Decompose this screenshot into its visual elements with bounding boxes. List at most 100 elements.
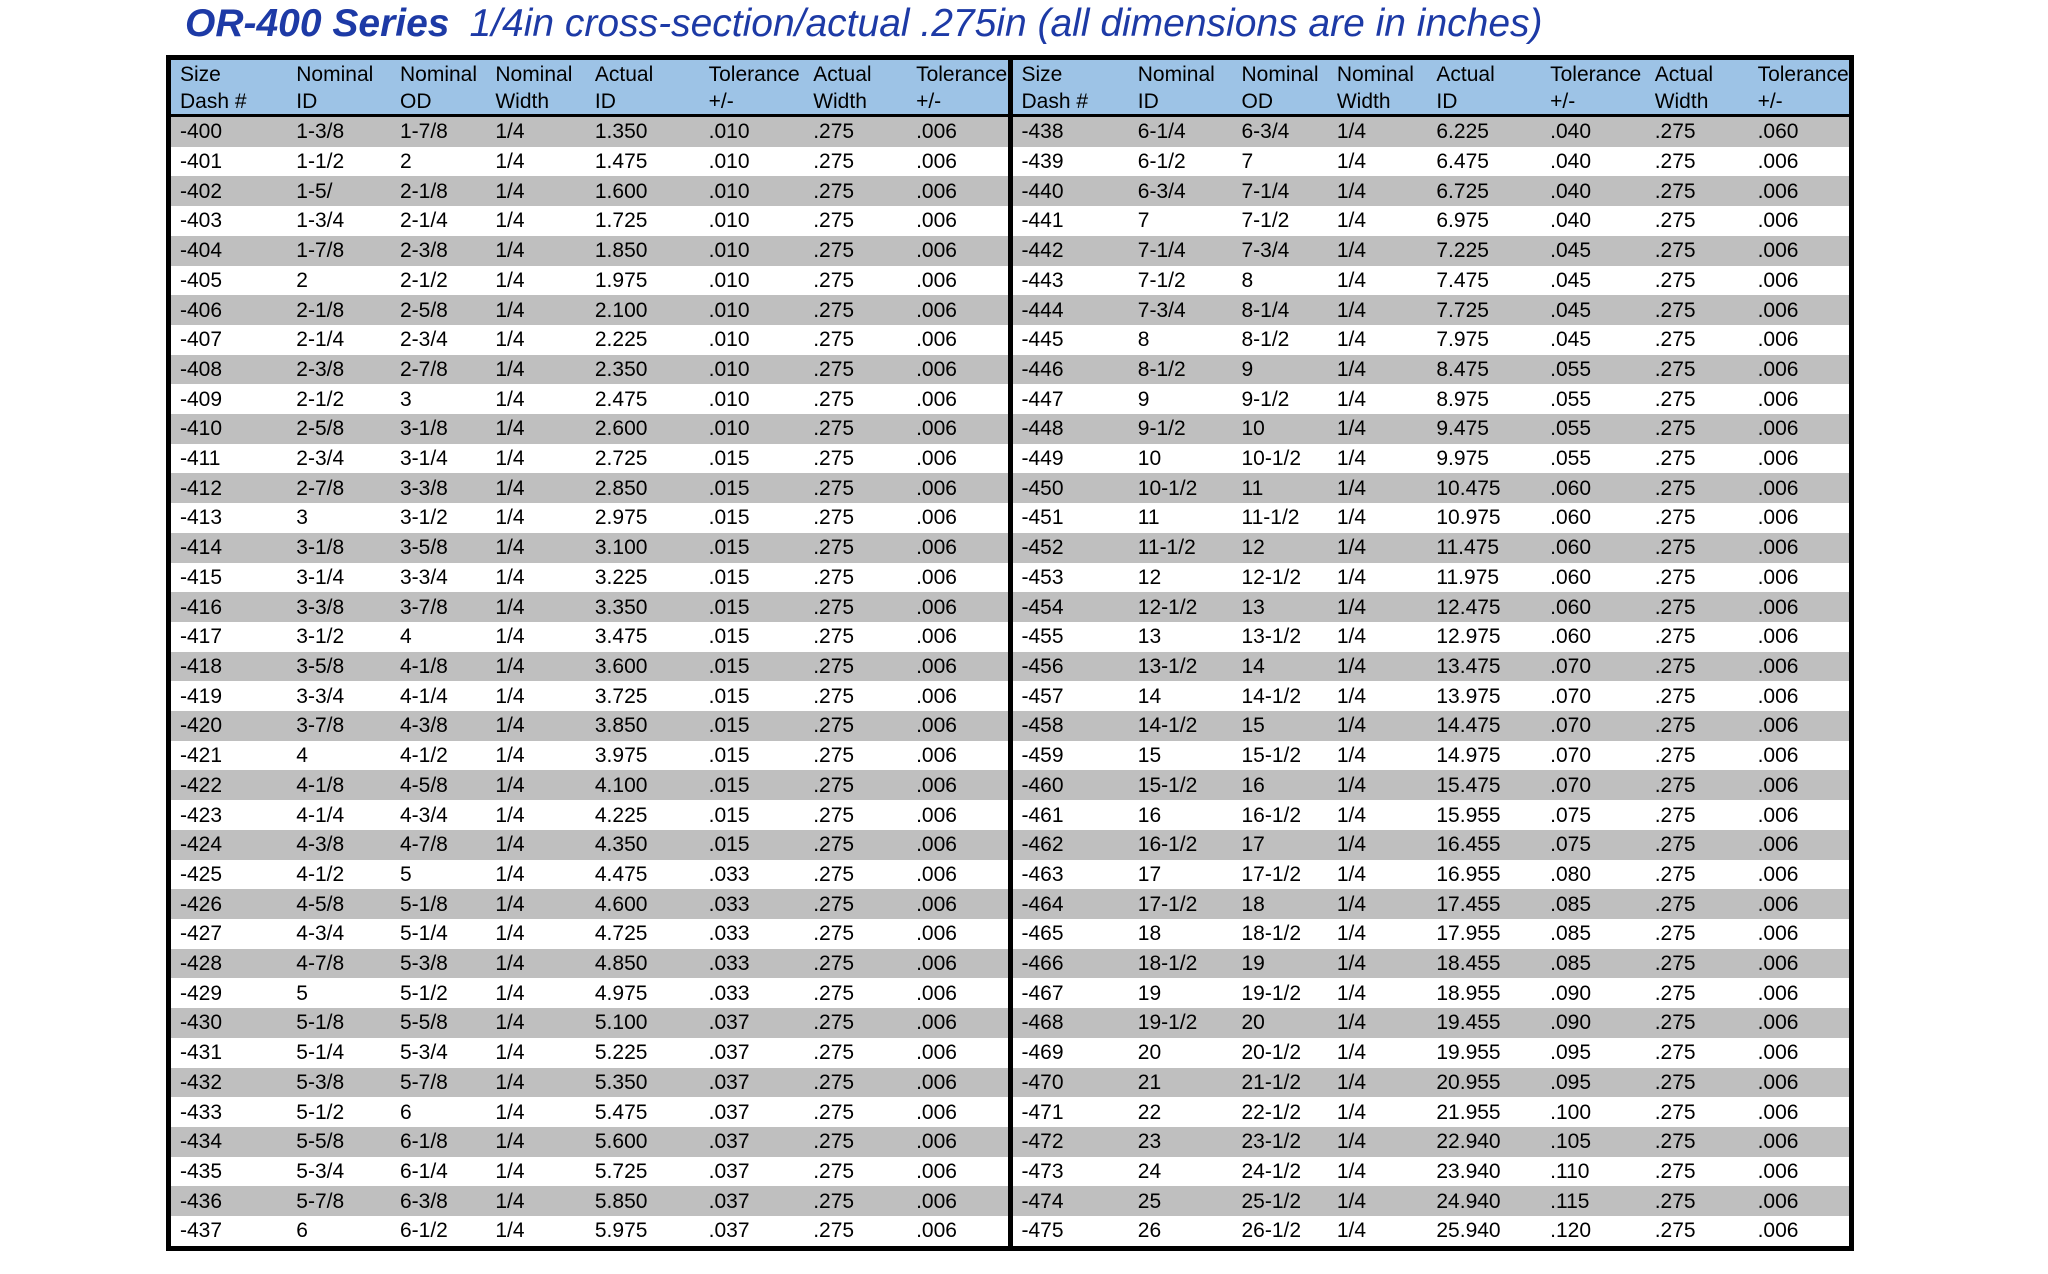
table-cell: 12	[1137, 565, 1162, 589]
table-cell: 5-1/2	[296, 1100, 345, 1124]
table-cell: 13	[1241, 595, 1265, 619]
table-cell: .006	[1757, 773, 1799, 797]
table-cell: 2.100	[594, 298, 648, 322]
table-cell: .275	[1654, 1011, 1696, 1035]
table-cell: 1.350	[594, 120, 648, 144]
table-cell: 16.455	[1436, 833, 1501, 857]
table-cell: .275	[813, 1041, 855, 1065]
table-row: -463 17 17-1/2 1/4 16.955 .080 .275 .006	[1012, 859, 1849, 890]
table-cell: -455	[1021, 625, 1064, 649]
table-cell: .006	[1757, 209, 1799, 233]
column-header: Actual ID	[594, 62, 654, 113]
table-cell: 13-1/2	[1137, 655, 1198, 678]
table-cell: .275	[813, 1130, 855, 1154]
table-cell: .120	[1550, 1219, 1591, 1243]
table-cell: .275	[1654, 1219, 1696, 1243]
table-cell: -400	[180, 120, 223, 144]
table-cell: 25.940	[1436, 1219, 1501, 1243]
table-row: -459 15 15-1/2 1/4 14.975 .070 .275 .006	[1012, 740, 1849, 771]
table-cell: .275	[813, 952, 855, 976]
table-cell: 1/4	[495, 1100, 525, 1124]
table-cell: .275	[1654, 952, 1696, 976]
table-cell: 19	[1137, 981, 1162, 1005]
table-cell: .006	[916, 952, 957, 976]
table-cell: 7-1/2	[1241, 209, 1290, 233]
table-cell: 3.975	[594, 744, 648, 768]
table-row: -473 24 24-1/2 1/4 23.940 .110 .275 .006	[1012, 1156, 1849, 1187]
table-cell: 4-3/8	[399, 714, 448, 738]
table-cell: .275	[1654, 744, 1696, 768]
table-row: -422 4-1/8 4-5/8 1/4 4.100 .015 .275 .006	[171, 770, 1008, 801]
table-cell: .275	[1654, 1189, 1696, 1213]
table-cell: 9.975	[1436, 447, 1489, 471]
table-cell: .275	[1654, 595, 1696, 619]
table-cell: .275	[813, 357, 855, 381]
table-cell: 4.975	[594, 981, 648, 1005]
table-cell: 1/4	[1336, 387, 1367, 411]
table-row: -439 6-1/2 7 1/4 6.475 .040 .275 .006	[1012, 146, 1849, 177]
table-cell: .015	[708, 684, 750, 708]
table-cell: 21	[1137, 1070, 1162, 1094]
table-cell: .275	[813, 328, 855, 352]
table-cell: .006	[916, 357, 957, 381]
table-cell: 7-1/2	[1137, 268, 1186, 292]
table-cell: -421	[180, 744, 223, 768]
table-cell: .010	[708, 328, 750, 352]
table-row: -411 2-3/4 3-1/4 1/4 2.725 .015 .275 .006	[171, 443, 1008, 474]
table-cell: 19-1/2	[1241, 981, 1302, 1005]
table-cell: 7	[1137, 209, 1150, 233]
table-cell: 8-1/2	[1137, 357, 1186, 381]
table-cell: 10	[1137, 447, 1162, 471]
table-cell: .006	[1757, 1041, 1799, 1065]
table-cell: 4.225	[594, 803, 648, 827]
table-cell: -429	[180, 981, 223, 1005]
table-cell: 25-1/2	[1241, 1189, 1302, 1213]
table-cell: 11	[1137, 506, 1160, 530]
header-row: Size Dash # Nominal ID Nominal OD Nominal Width…	[171, 60, 1008, 117]
table-cell: .006	[1757, 387, 1799, 411]
table-cell: -452	[1021, 536, 1064, 560]
table-row: -467 19 19-1/2 1/4 18.955 .090 .275 .006	[1012, 978, 1849, 1009]
table-cell: .006	[1757, 1130, 1799, 1154]
table-cell: 13	[1137, 625, 1162, 649]
table-cell: 6.225	[1436, 120, 1489, 144]
table-cell: 23-1/2	[1241, 1130, 1302, 1154]
table-cell: 2-3/4	[296, 447, 345, 471]
table-cell: .010	[708, 268, 750, 292]
table-row: -423 4-1/4 4-3/4 1/4 4.225 .015 .275 .006	[171, 800, 1008, 830]
table-cell: .006	[1757, 150, 1799, 174]
table-cell: .070	[1550, 744, 1591, 768]
table-cell: 2.600	[594, 417, 648, 441]
table-cell: 3.600	[594, 655, 648, 678]
table-cell: .275	[1654, 447, 1696, 471]
table-cell: .033	[708, 892, 750, 916]
table-cell: .006	[916, 1070, 957, 1094]
table-cell: 9	[1241, 357, 1254, 381]
table-cell: -443	[1021, 268, 1064, 292]
table-cell: 3-5/8	[296, 655, 345, 678]
table-cell: -410	[180, 417, 223, 441]
table-row: -445 8 8-1/2 1/4 7.975 .045 .275 .006	[1012, 324, 1849, 355]
table-cell: 24-1/2	[1241, 1159, 1302, 1183]
table-cell: .275	[1654, 773, 1696, 797]
table-cell: .275	[813, 1159, 855, 1183]
table-cell: 9	[1137, 387, 1150, 411]
table-cell: .006	[1757, 1219, 1799, 1243]
table-cell: 5-1/8	[296, 1011, 345, 1035]
table-cell: 19	[1241, 952, 1265, 976]
table-cell: .006	[1757, 625, 1799, 649]
table-cell: 2.850	[594, 476, 648, 500]
table-cell: -475	[1021, 1219, 1064, 1243]
table-cell: .275	[1654, 536, 1696, 560]
table-cell: .275	[813, 1100, 855, 1124]
table-row: -410 2-5/8 3-1/8 1/4 2.600 .010 .275 .006	[171, 414, 1008, 444]
table-row: -421 4 4-1/2 1/4 3.975 .015 .275 .006	[171, 740, 1008, 771]
table-cell: .275	[1654, 120, 1696, 144]
table-cell: 4.100	[594, 773, 648, 797]
table-cell: -413	[180, 506, 223, 530]
table-cell: 14.475	[1436, 714, 1501, 738]
table-row: -461 16 16-1/2 1/4 15.955 .075 .275 .006	[1012, 800, 1849, 830]
table-cell: -449	[1021, 447, 1064, 471]
table-row: -427 4-3/4 5-1/4 1/4 4.725 .033 .275 .006	[171, 918, 1008, 949]
table-cell: .006	[916, 565, 957, 589]
